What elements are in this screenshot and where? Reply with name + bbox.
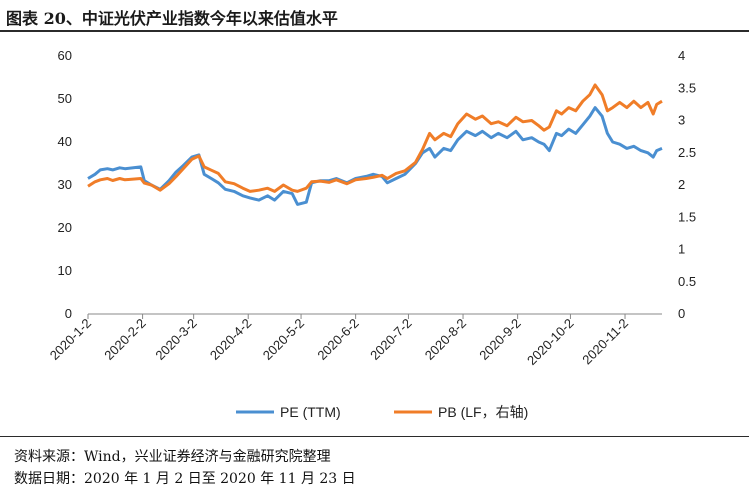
- date-note: 数据日期：2020 年 1 月 2 日至 2020 年 11 月 23 日: [14, 471, 356, 487]
- y-left-tick-label: 20: [58, 220, 72, 235]
- chart-series: [87, 83, 663, 206]
- x-tick-label: 2020-2-2: [101, 316, 148, 363]
- x-tick-label: 2020-7-2: [367, 316, 414, 363]
- figure-title: 图表 20、中证光伏产业指数今年以来估值水平: [6, 9, 338, 28]
- y-left-tick-label: 60: [58, 48, 72, 63]
- legend-label: PB (LF，右轴): [438, 404, 528, 420]
- x-tick-label: 2020-4-2: [207, 316, 254, 363]
- series-line-pb: [87, 83, 663, 193]
- x-tick-label: 2020-9-2: [476, 316, 523, 363]
- y-left-tick-label: 30: [58, 177, 72, 192]
- y-left-tick-label: 50: [58, 91, 72, 106]
- y-right-tick-label: 0.5: [678, 274, 696, 289]
- y-right-tick-label: 3.5: [678, 80, 696, 95]
- x-tick-label: 2020-11-2: [579, 316, 631, 368]
- source-note: 资料来源：Wind，兴业证券经济与金融研究院整理: [14, 449, 331, 465]
- y-left-tick-label: 10: [58, 263, 72, 278]
- y-left-tick-label: 0: [65, 306, 72, 321]
- x-tick-label: 2020-6-2: [314, 316, 361, 363]
- y-right-tick-label: 2: [678, 177, 685, 192]
- y-right-tick-label: 0: [678, 306, 685, 321]
- title-divider: [0, 30, 749, 32]
- y-right-tick-label: 4: [678, 48, 685, 63]
- footer-divider: [0, 436, 749, 437]
- y-right-tick-label: 2.5: [678, 145, 696, 160]
- series-line-pe: [87, 106, 663, 206]
- chart-legend: PE (TTM) PB (LF，右轴): [236, 404, 528, 420]
- legend-label: PE (TTM): [280, 404, 341, 420]
- y-right-tick-label: 1.5: [678, 209, 696, 224]
- y-left-tick-label: 40: [58, 134, 72, 149]
- x-tick-label: 2020-8-2: [422, 316, 469, 363]
- x-tick-label: 2020-1-2: [47, 316, 94, 363]
- x-tick-label: 2020-3-2: [152, 316, 199, 363]
- y-right-tick-label: 1: [678, 242, 685, 257]
- y-right-tick-label: 3: [678, 113, 685, 128]
- x-tick-label: 2020-5-2: [260, 316, 307, 363]
- x-tick-label: 2020-10-2: [524, 316, 577, 369]
